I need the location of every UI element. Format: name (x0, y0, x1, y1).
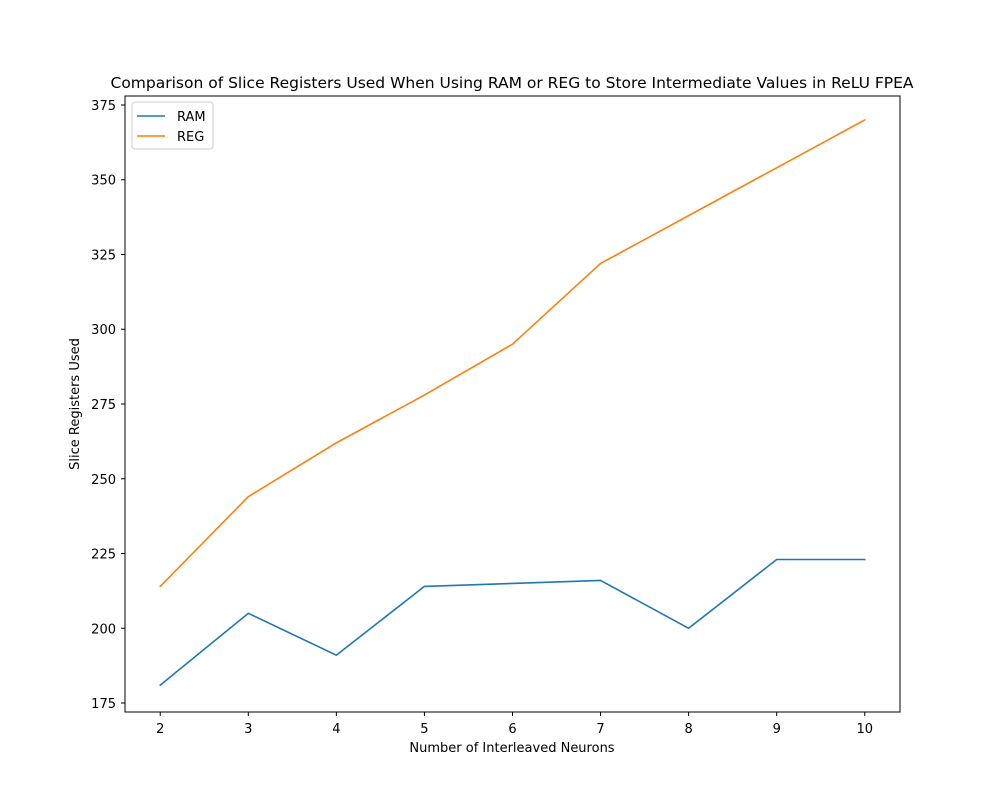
x-tick-label: 8 (684, 722, 692, 737)
y-tick-label: 300 (91, 323, 116, 338)
y-tick-label: 275 (91, 398, 116, 413)
legend-box (131, 101, 214, 150)
y-tick-label: 250 (91, 473, 116, 488)
y-axis: 175 200 225 250 275 300 325 350 375 (91, 99, 125, 712)
x-axis: 2 3 4 5 6 7 8 9 10 (156, 712, 873, 737)
x-tick-label: 6 (508, 722, 516, 737)
legend-label-reg: REG (177, 130, 204, 145)
chart-title: Comparison of Slice Registers Used When … (111, 74, 914, 92)
y-tick-label: 375 (91, 99, 116, 114)
x-axis-label: Number of Interleaved Neurons (409, 741, 614, 756)
y-axis-label: Slice Registers Used (68, 338, 83, 470)
x-tick-label: 7 (596, 722, 604, 737)
series-line-ram (159, 558, 866, 687)
x-tick-label: 10 (856, 722, 873, 737)
y-tick-label: 175 (91, 697, 116, 712)
series-lines (159, 118, 866, 687)
y-tick-label: 325 (91, 248, 116, 263)
x-tick-label: 4 (332, 722, 340, 737)
x-tick-label: 9 (773, 722, 781, 737)
legend: RAM REG (131, 101, 214, 150)
x-tick-label: 3 (244, 722, 252, 737)
y-tick-label: 225 (91, 548, 116, 563)
x-tick-label: 5 (420, 722, 428, 737)
y-tick-label: 350 (91, 174, 116, 189)
legend-label-ram: RAM (177, 110, 206, 125)
series-line-reg (159, 118, 866, 588)
y-tick-label: 200 (91, 622, 116, 637)
x-tick-label: 2 (156, 722, 164, 737)
